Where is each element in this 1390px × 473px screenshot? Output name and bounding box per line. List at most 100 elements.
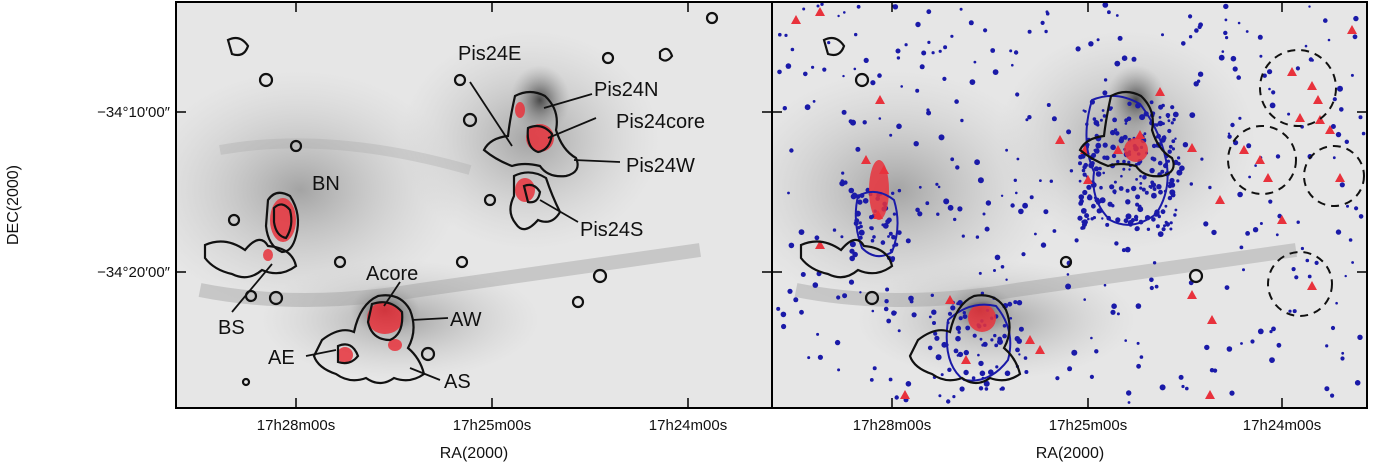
- star-dot: [1102, 90, 1107, 95]
- star-dot: [1173, 112, 1179, 118]
- star-dot: [1163, 135, 1165, 137]
- star-dot: [854, 68, 857, 71]
- star-dot: [820, 2, 823, 5]
- star-dot: [1083, 298, 1086, 301]
- star-dot: [787, 192, 790, 195]
- star-dot: [1259, 55, 1262, 58]
- star-dot: [889, 378, 893, 382]
- star-dot: [870, 80, 875, 85]
- star-dot: [1105, 223, 1109, 227]
- star-dot: [842, 110, 847, 115]
- star-dot: [1158, 121, 1164, 127]
- star-dot: [963, 311, 966, 314]
- star-dot: [1142, 188, 1146, 192]
- star-dot: [974, 159, 980, 165]
- star-dot: [963, 314, 968, 319]
- star-dot: [1161, 209, 1166, 214]
- star-dot: [1125, 199, 1130, 204]
- star-dot: [1018, 209, 1024, 215]
- star-dot: [1067, 273, 1070, 276]
- star-dot: [805, 104, 811, 110]
- star-dot: [869, 215, 873, 219]
- star-dot: [1328, 39, 1331, 42]
- star-dot: [953, 218, 956, 221]
- star-dot: [1124, 339, 1127, 342]
- star-dot: [1246, 143, 1251, 148]
- star-dot: [891, 192, 894, 195]
- star-dot: [864, 58, 869, 63]
- star-dot: [1104, 78, 1107, 81]
- star-dot: [1126, 189, 1130, 193]
- star-dot: [1135, 203, 1139, 207]
- x-tick-label-right-1: 17h25m00s: [1049, 417, 1127, 434]
- star-dot: [1158, 105, 1163, 110]
- star-dot: [1109, 184, 1114, 189]
- star-dot: [1225, 19, 1228, 22]
- star-dot: [1028, 30, 1032, 34]
- star-dot: [1147, 228, 1150, 231]
- star-dot: [898, 189, 901, 192]
- star-dot: [980, 371, 986, 377]
- star-dot: [958, 352, 963, 357]
- star-dot: [1176, 170, 1182, 176]
- star-dot: [1185, 387, 1189, 391]
- star-dot: [851, 194, 857, 200]
- star-dot: [839, 181, 845, 187]
- star-dot: [950, 35, 953, 38]
- star-dot: [1223, 31, 1227, 35]
- star-dot: [915, 89, 919, 93]
- x-axis-label-right: RA(2000): [1036, 445, 1104, 462]
- x-tick-label-left-0: 17h28m00s: [257, 417, 335, 434]
- star-dot: [1039, 179, 1042, 182]
- star-dot: [1190, 182, 1193, 185]
- star-dot: [898, 329, 901, 332]
- star-dot: [976, 235, 979, 238]
- star-dot: [1323, 18, 1328, 23]
- star-dot: [1137, 342, 1140, 345]
- star-dot: [1079, 180, 1082, 183]
- star-dot: [1333, 156, 1336, 159]
- star-dot: [1090, 337, 1093, 340]
- star-dot: [1183, 142, 1188, 147]
- star-dot: [934, 336, 939, 341]
- star-dot: [1158, 161, 1163, 166]
- star-dot: [1126, 213, 1132, 219]
- label-pis24s: Pis24S: [580, 219, 643, 241]
- star-dot: [1359, 115, 1363, 119]
- star-dot: [802, 8, 805, 11]
- star-dot: [1076, 46, 1081, 51]
- star-dot: [1078, 161, 1082, 165]
- star-dot: [1022, 203, 1028, 209]
- star-dot: [1296, 66, 1300, 70]
- star-dot: [818, 355, 823, 360]
- star-dot: [1159, 116, 1162, 119]
- star-dot: [1003, 324, 1007, 328]
- star-dot: [942, 77, 946, 81]
- star-dot: [887, 235, 890, 238]
- star-dot: [1345, 275, 1347, 277]
- star-dot: [1166, 113, 1171, 118]
- label-as: AS: [444, 371, 471, 393]
- star-dot: [1131, 186, 1136, 191]
- x-tick-label-right-0: 17h28m00s: [853, 417, 931, 434]
- star-dot: [1349, 238, 1353, 242]
- star-dot: [986, 200, 991, 205]
- star-dot: [892, 5, 895, 8]
- star-dot: [1046, 12, 1050, 16]
- star-dot: [1270, 103, 1276, 109]
- star-dot: [1260, 222, 1263, 225]
- star-dot: [1118, 36, 1123, 41]
- star-dot: [994, 344, 998, 348]
- star-dot: [990, 48, 995, 53]
- star-dot: [1139, 175, 1142, 178]
- star-dot: [938, 186, 941, 189]
- star-dot: [1311, 59, 1314, 62]
- star-dot: [881, 240, 886, 245]
- star-dot: [1230, 123, 1234, 127]
- star-dot: [1005, 149, 1008, 152]
- star-dot: [932, 321, 936, 325]
- star-dot: [979, 272, 982, 275]
- star-dot: [1094, 120, 1100, 126]
- star-dot: [983, 213, 986, 216]
- star-dot: [1324, 386, 1329, 391]
